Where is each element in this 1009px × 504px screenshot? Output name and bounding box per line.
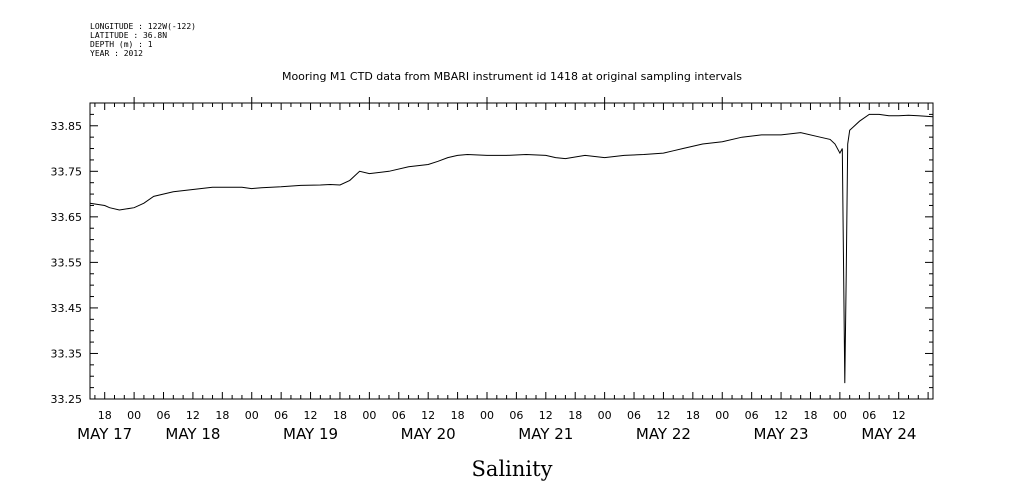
year-label: YEAR : 2012 <box>90 49 143 58</box>
x-tick-label: 00 <box>715 409 729 422</box>
longitude-label: LONGITUDE : 122W(-122) <box>90 22 196 31</box>
x-day-label: MAY 21 <box>518 425 573 443</box>
depth-label: DEPTH (m) : 1 <box>90 40 153 49</box>
x-tick-label: 12 <box>304 409 318 422</box>
x-tick-label: 18 <box>568 409 582 422</box>
plot-frame <box>89 102 934 400</box>
chart-title: Mooring M1 CTD data from MBARI instrumen… <box>282 70 742 83</box>
x-day-label: MAY 20 <box>401 425 456 443</box>
x-day-label: MAY 19 <box>283 425 338 443</box>
x-tick-label: 18 <box>451 409 465 422</box>
x-tick-label: 00 <box>127 409 141 422</box>
x-tick-label: 12 <box>421 409 435 422</box>
y-axis: 33.25 33.35 33.45 33.55 33.65 33.75 33.85 <box>51 102 933 406</box>
x-tick-label: 06 <box>392 409 406 422</box>
x-tick-label: 06 <box>274 409 288 422</box>
x-tick-label: 00 <box>362 409 376 422</box>
x-day-label: MAY 17 <box>77 425 132 443</box>
y-tick-label: 33.25 <box>51 393 83 406</box>
y-tick-label: 33.35 <box>51 347 83 360</box>
x-tick-label: 00 <box>833 409 847 422</box>
x-tick-label: 06 <box>745 409 759 422</box>
x-tick-label: 12 <box>656 409 670 422</box>
x-tick-label: 12 <box>539 409 553 422</box>
x-tick-label: 18 <box>333 409 347 422</box>
x-tick-label: 06 <box>862 409 876 422</box>
y-tick-label: 33.45 <box>51 302 83 315</box>
data-series <box>89 113 934 384</box>
x-tick-label: 18 <box>686 409 700 422</box>
x-axis: 18 00 06 12 18 00 06 12 18 00 06 12 18 00 06 12 18 00 06 12… <box>77 97 929 443</box>
salinity-line <box>89 113 934 384</box>
latitude-label: LATITUDE : 36.8N <box>90 31 168 40</box>
x-tick-label: 18 <box>803 409 817 422</box>
x-day-label: MAY 18 <box>165 425 220 443</box>
x-tick-label: 18 <box>98 409 112 422</box>
x-tick-label: 12 <box>892 409 906 422</box>
y-tick-label: 33.75 <box>51 165 83 178</box>
x-tick-label: 00 <box>480 409 494 422</box>
x-day-label: MAY 23 <box>754 425 809 443</box>
x-axis-label: Salinity <box>472 457 553 481</box>
x-tick-label: 06 <box>157 409 171 422</box>
x-tick-label: 06 <box>627 409 641 422</box>
y-tick-label: 33.85 <box>51 120 83 133</box>
x-tick-label: 12 <box>186 409 200 422</box>
station-info: LONGITUDE : 122W(-122) LATITUDE : 36.8N … <box>90 22 196 58</box>
x-tick-label: 12 <box>774 409 788 422</box>
x-tick-label: 00 <box>245 409 259 422</box>
y-tick-label: 33.65 <box>51 211 83 224</box>
x-tick-label: 06 <box>509 409 523 422</box>
y-tick-label: 33.55 <box>51 256 83 269</box>
x-tick-label: 00 <box>598 409 612 422</box>
x-day-label: MAY 24 <box>861 425 916 443</box>
x-tick-label: 18 <box>215 409 229 422</box>
x-day-label: MAY 22 <box>636 425 691 443</box>
